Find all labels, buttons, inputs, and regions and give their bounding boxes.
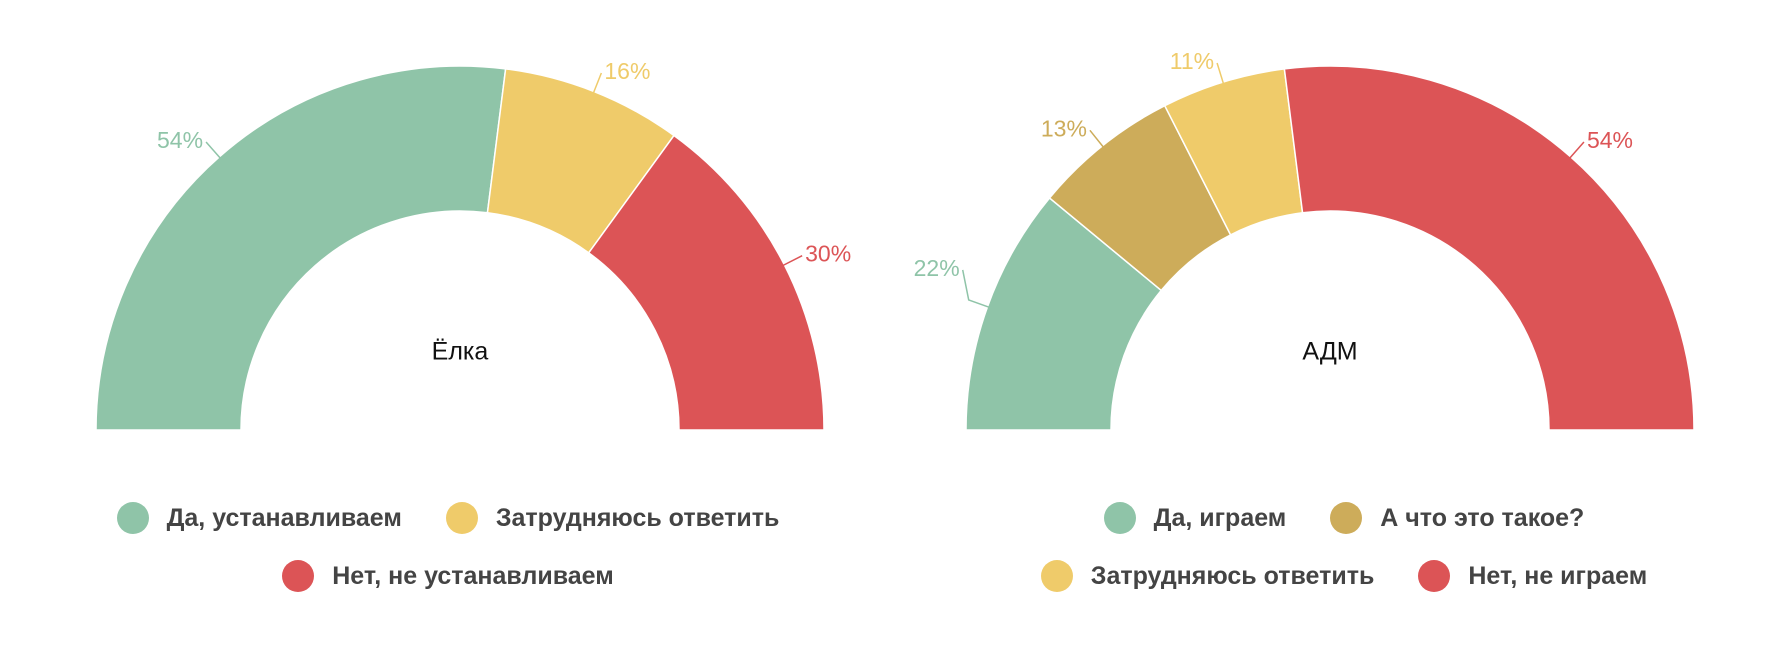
chart-1-data-label-2: 16% [604,58,650,84]
legend-label: Нет, не играем [1468,561,1648,590]
chart-2-data-label-1: 22% [914,255,960,281]
chart-2-title: АДМ [1302,338,1357,366]
chart-2-data-label-3: 11% [1170,48,1214,74]
chart-2-leader-3 [1216,62,1225,86]
legend-chart-1: Да, устанавливаем Затрудняюсь ответить Нет… [0,502,896,592]
legend-2-item-2: А что это такое? [1330,502,1584,534]
chart-1-leader-1 [205,141,222,160]
chart-2-leader-4 [1568,141,1585,160]
chart-2-leader-1 [961,269,991,309]
legend-2-item-3: Затрудняюсь ответить [1040,560,1375,592]
legend-label: Да, играем [1153,503,1287,532]
chart-1-leader-3 [781,254,803,267]
legend-swatch [1040,560,1073,592]
legend-2-row-1: Да, играем А что это такое? [1103,502,1584,534]
legend-1-item-3: Нет, не устанавливаем [282,560,614,592]
chart-1-leader-2 [592,72,603,95]
chart-1-title: Ёлка [432,338,489,366]
legend-1-row-2: Нет, не устанавливаем [282,560,614,592]
chart-2-data-label-2: 13% [1041,115,1087,141]
legend-label: А что это такое? [1380,503,1585,532]
legend-label: Нет, не устанавливаем [332,561,614,590]
legend-chart-2: Да, играем А что это такое? Затрудняюсь от… [896,502,1792,592]
chart-1-slice-1 [95,65,507,431]
chart-1-data-label-3: 30% [805,241,851,267]
legend-label: Затрудняюсь ответить [495,503,780,532]
legend-1-item-1: Да, устанавливаем [116,502,402,534]
legend-swatch [116,502,149,534]
legend-label: Затрудняюсь ответить [1090,561,1375,590]
chart-2-slice-4 [1283,65,1695,431]
legend-swatch [445,502,478,534]
legend-swatch [282,560,315,592]
legend-label: Да, устанавливаем [166,503,402,532]
legend-1-row-1: Да, устанавливаем Затрудняюсь ответить [116,502,780,534]
chart-2-data-label-4: 54% [1587,127,1633,153]
legend-swatch [1330,502,1363,534]
chart-2-leader-2 [1089,129,1105,149]
chart-1-slice-3 [587,134,825,431]
legend-swatch [1103,502,1136,534]
legend-1-item-2: Затрудняюсь ответить [445,502,780,534]
chart-1-data-label-1: 54% [157,127,203,153]
legend-2-item-4: Нет, не играем [1418,560,1647,592]
legend-swatch [1418,560,1451,592]
legend-2-item-1: Да, играем [1103,502,1287,534]
legend-2-row-2: Затрудняюсь ответить Нет, не играем [1040,560,1647,592]
